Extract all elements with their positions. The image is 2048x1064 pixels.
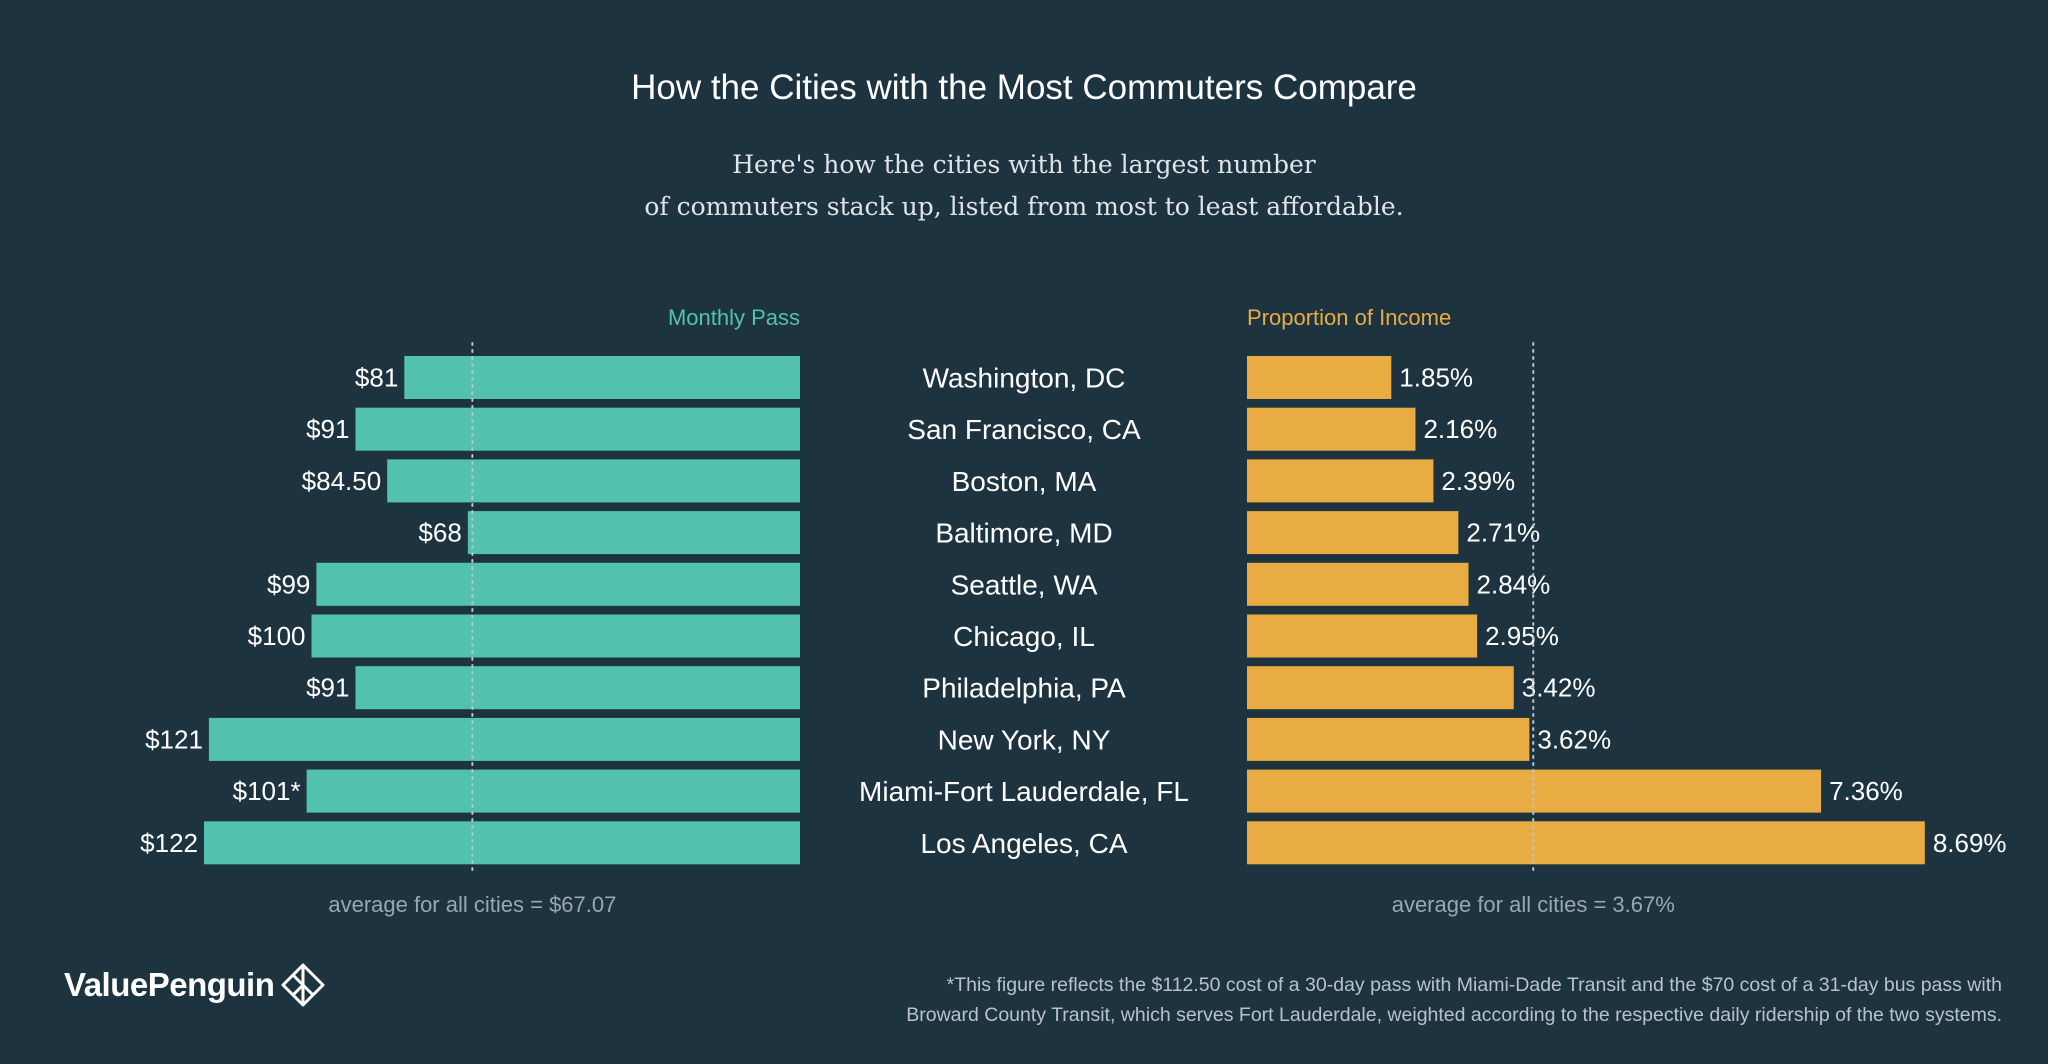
brand-logo: ValuePenguin xyxy=(64,962,326,1008)
pass-average-label: average for all cities = $67.07 xyxy=(328,892,616,917)
income-average-label: average for all cities = 3.67% xyxy=(1392,892,1675,917)
income-bar xyxy=(1247,717,1530,761)
income-value-label: 2.95% xyxy=(1485,621,1559,651)
pass-bar xyxy=(208,717,801,761)
pass-value-label: $84.50 xyxy=(302,466,382,496)
pass-bar xyxy=(355,407,800,451)
chart-title: How the Cities with the Most Commuters C… xyxy=(631,68,1417,107)
income-bar xyxy=(1247,614,1478,658)
pass-bar xyxy=(404,356,800,399)
city-label: Philadelphia, PA xyxy=(922,673,1126,704)
subtitle-line-2: of commuters stack up, listed from most … xyxy=(644,192,1404,221)
income-bar xyxy=(1247,459,1434,503)
pass-value-label: $68 xyxy=(418,518,461,548)
pass-value-label: $122 xyxy=(140,828,198,858)
pass-bar xyxy=(387,459,800,503)
pass-bar xyxy=(316,562,800,606)
city-label: New York, NY xyxy=(938,724,1111,755)
income-value-label: 8.69% xyxy=(1933,828,2007,858)
city-label: Los Angeles, CA xyxy=(920,828,1127,859)
income-value-label: 2.84% xyxy=(1477,569,1551,599)
city-label: Boston, MA xyxy=(952,466,1097,497)
pass-value-label: $91 xyxy=(306,414,349,444)
subtitle-line-1: Here's how the cities with the largest n… xyxy=(732,150,1316,179)
income-value-label: 3.62% xyxy=(1537,724,1611,754)
city-label: Chicago, IL xyxy=(953,621,1095,652)
income-series-label: Proportion of Income xyxy=(1247,305,1451,330)
city-label: San Francisco, CA xyxy=(907,414,1141,445)
pass-bar xyxy=(355,666,800,710)
income-value-label: 2.16% xyxy=(1423,414,1497,444)
pass-value-label: $99 xyxy=(267,569,310,599)
pass-series-label: Monthly Pass xyxy=(668,305,800,330)
pass-value-label: $81 xyxy=(355,363,398,393)
pass-value-label: $100 xyxy=(248,621,306,651)
income-value-label: 2.39% xyxy=(1441,466,1515,496)
logo-text: ValuePenguin xyxy=(64,966,275,1003)
pass-bar xyxy=(467,511,800,555)
income-value-label: 2.71% xyxy=(1466,518,1540,548)
income-value-label: 1.85% xyxy=(1399,363,1473,393)
city-label: Seattle, WA xyxy=(951,569,1098,600)
pass-value-label: $91 xyxy=(306,673,349,703)
income-bar xyxy=(1247,511,1459,555)
pass-bar xyxy=(311,614,800,658)
city-label: Baltimore, MD xyxy=(935,518,1112,549)
income-bar xyxy=(1247,407,1416,451)
penguin-diamond-icon xyxy=(281,963,325,1007)
pass-value-label: $101* xyxy=(233,776,301,806)
pass-bar xyxy=(306,769,800,813)
city-label: Washington, DC xyxy=(923,363,1126,394)
footnote-line-1: *This figure reflects the $112.50 cost o… xyxy=(946,974,2002,996)
pass-bar xyxy=(204,821,800,865)
footnote: *This figure reflects the $112.50 cost o… xyxy=(702,970,2002,1030)
city-label: Miami-Fort Lauderdale, FL xyxy=(859,776,1189,807)
income-value-label: 7.36% xyxy=(1829,776,1903,806)
income-bar xyxy=(1247,666,1514,710)
income-bar xyxy=(1247,356,1392,399)
pass-value-label: $121 xyxy=(145,724,203,754)
footnote-line-2: Broward County Transit, which serves For… xyxy=(906,1004,2002,1026)
income-bar xyxy=(1247,562,1469,606)
chart-subtitle: Here's how the cities with the largest n… xyxy=(0,144,2048,228)
income-bar xyxy=(1247,821,1925,865)
